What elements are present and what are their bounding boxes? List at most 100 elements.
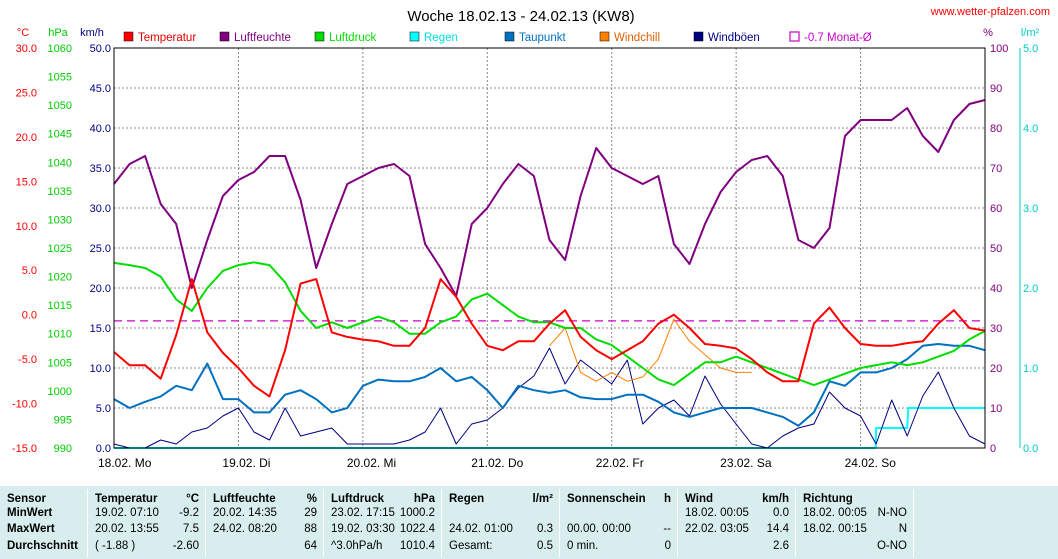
row-label-max: MaxWert (7, 523, 55, 535)
temp-avg-note: ( -1.88 ) (95, 540, 136, 552)
kmh-tick-label: 15.0 (90, 323, 111, 335)
legend-swatch (789, 31, 800, 42)
row-label-min: MinWert (7, 507, 53, 519)
x-tick-labels: 18.02. Mo 19.02. Di 20.02. Mi 21.02. Do 22.0… (98, 456, 896, 470)
unit-rain: l/m² (532, 493, 553, 505)
col-rain: Regen l/m² 24.02. 01:00 0.3 Gesamt: 0.5 (442, 486, 559, 559)
lm2-tick-label: 2.0 (1023, 283, 1038, 295)
temp-tick-label: 0.0 (22, 310, 37, 322)
unit-wind: km/h (762, 493, 789, 505)
x-tick-label: 18.02. Mo (98, 456, 152, 470)
hpa-tick-label: 1020 (48, 272, 72, 284)
axis-hpa: 1060 1055 1050 1045 1040 1035 1030 1025 1020 1015… (48, 43, 72, 455)
temp-tick-label: -15.0 (12, 443, 37, 455)
pct-tick-label: 20 (990, 363, 1002, 375)
hpa-tick-label: 1030 (48, 214, 72, 226)
hum-max-time: 24.02. 08:20 (213, 523, 277, 535)
header-temp: Temperatur (95, 493, 158, 505)
unit-temp: °C (186, 493, 199, 505)
pct-tick-label: 40 (990, 283, 1002, 295)
pct-tick-label: 80 (990, 123, 1002, 135)
axis-lm2: 5.0 4.0 3.0 2.0 1.0 0.0 (1019, 43, 1038, 455)
sun-avg-note: 0 min. (567, 540, 599, 552)
legend-swatch (219, 31, 230, 42)
rain-total-label: Gesamt: (449, 540, 493, 552)
temp-max-value: 7.5 (183, 523, 199, 535)
temp-tick-label: -5.0 (18, 354, 37, 366)
header-hum: Luftfeuchte (213, 493, 276, 505)
header-sun: Sonnenschein (567, 493, 646, 505)
kmh-tick-label: 0.0 (96, 443, 111, 455)
x-tick-label: 19.02. Di (222, 456, 270, 470)
legend: Temperatur Luftfeuchte Luftdruck Regen Taupu… (123, 31, 872, 44)
kmh-tick-label: 45.0 (90, 83, 111, 95)
series-line-temperatur (113, 278, 986, 398)
pct-tick-label: 70 (990, 163, 1002, 175)
hpa-tick-label: 1050 (48, 100, 72, 112)
axis-unit-kmh: km/h (80, 27, 104, 39)
temp-avg-value: -2.60 (172, 540, 199, 552)
pres-avg-note: ^3.0hPa/h (331, 540, 383, 552)
dir-max-value: N (898, 523, 907, 535)
hum-min-value: 29 (304, 507, 317, 519)
temp-tick-label: -10.0 (12, 399, 37, 411)
temp-tick-label: 30.0 (16, 43, 37, 55)
col-temperature: Temperatur °C 19.02. 07:10 -9.2 20.02. 13:… (88, 486, 205, 559)
col-pressure: Luftdruck hPa 23.02. 17:15 1000.2 19.02. 0… (324, 486, 441, 559)
x-tick-label: 22.02. Fr (596, 456, 644, 470)
series-line-windböen (113, 347, 986, 449)
hpa-tick-label: 1060 (48, 43, 72, 55)
wind-avg-value: 2.6 (773, 540, 789, 552)
col-direction: Richtung 18.02. 00:05 N-NO 18.02. 00:15 N … (796, 486, 913, 559)
header-sensor: Sensor (7, 493, 46, 505)
kmh-tick-label: 35.0 (90, 163, 111, 175)
x-tick-label: 23.02. Sa (720, 456, 772, 470)
wind-max-time: 22.02. 03:05 (685, 523, 749, 535)
hpa-tick-label: 1045 (48, 129, 72, 141)
table-separator (559, 489, 560, 557)
pres-max-time: 19.02. 03:30 (331, 523, 395, 535)
series-line-taupunkt (113, 343, 986, 427)
temp-min-value: -9.2 (179, 507, 199, 519)
temp-tick-label: 15.0 (16, 176, 37, 188)
table-separator (913, 489, 914, 557)
axis-unit-temp: °C (17, 27, 29, 39)
kmh-tick-label: 5.0 (96, 403, 111, 415)
header-rain: Regen (449, 493, 485, 505)
pct-tick-label: 0 (990, 443, 996, 455)
axis-unit-lm2: l/m² (1021, 27, 1040, 39)
pct-tick-label: 30 (990, 323, 1002, 335)
legend-swatch (599, 31, 610, 42)
temp-max-time: 20.02. 13:55 (95, 523, 159, 535)
hum-max-value: 88 (304, 523, 317, 535)
statistics-table: Sensor MinWert MaxWert Durchschnitt Temp… (0, 486, 1058, 559)
legend-swatch (693, 31, 704, 42)
wind-min-time: 18.02. 00:05 (685, 507, 749, 519)
table-separator (87, 489, 88, 557)
temp-tick-label: 10.0 (16, 221, 37, 233)
wind-min-value: 0.0 (773, 507, 789, 519)
dir-min-time: 18.02. 00:05 (803, 507, 867, 519)
pct-tick-label: 50 (990, 243, 1002, 255)
temp-tick-label: 25.0 (16, 87, 37, 99)
axis-unit-hpa: hPa (48, 27, 68, 39)
source-link[interactable]: www.wetter-pfalzen.com (930, 6, 1050, 18)
table-separator (677, 489, 678, 557)
dir-max-time: 18.02. 00:15 (803, 523, 867, 535)
table-separator (205, 489, 206, 557)
rain-total-value: 0.5 (537, 540, 553, 552)
kmh-tick-label: 25.0 (90, 243, 111, 255)
lm2-tick-label: 3.0 (1023, 203, 1038, 215)
lm2-tick-label: 0.0 (1023, 443, 1038, 455)
temp-min-time: 19.02. 07:10 (95, 507, 159, 519)
sun-avg-value: 0 (664, 540, 671, 552)
hpa-tick-label: 1055 (48, 72, 72, 84)
hpa-tick-label: 1015 (48, 300, 72, 312)
sun-max-time: 00.00. 00:00 (567, 523, 631, 535)
pres-max-value: 1022.4 (399, 523, 435, 535)
legend-label: Luftdruck (329, 32, 377, 44)
legend-label: Temperatur (138, 32, 196, 44)
hpa-tick-label: 1040 (48, 157, 72, 169)
hum-min-time: 20.02. 14:35 (213, 507, 277, 519)
